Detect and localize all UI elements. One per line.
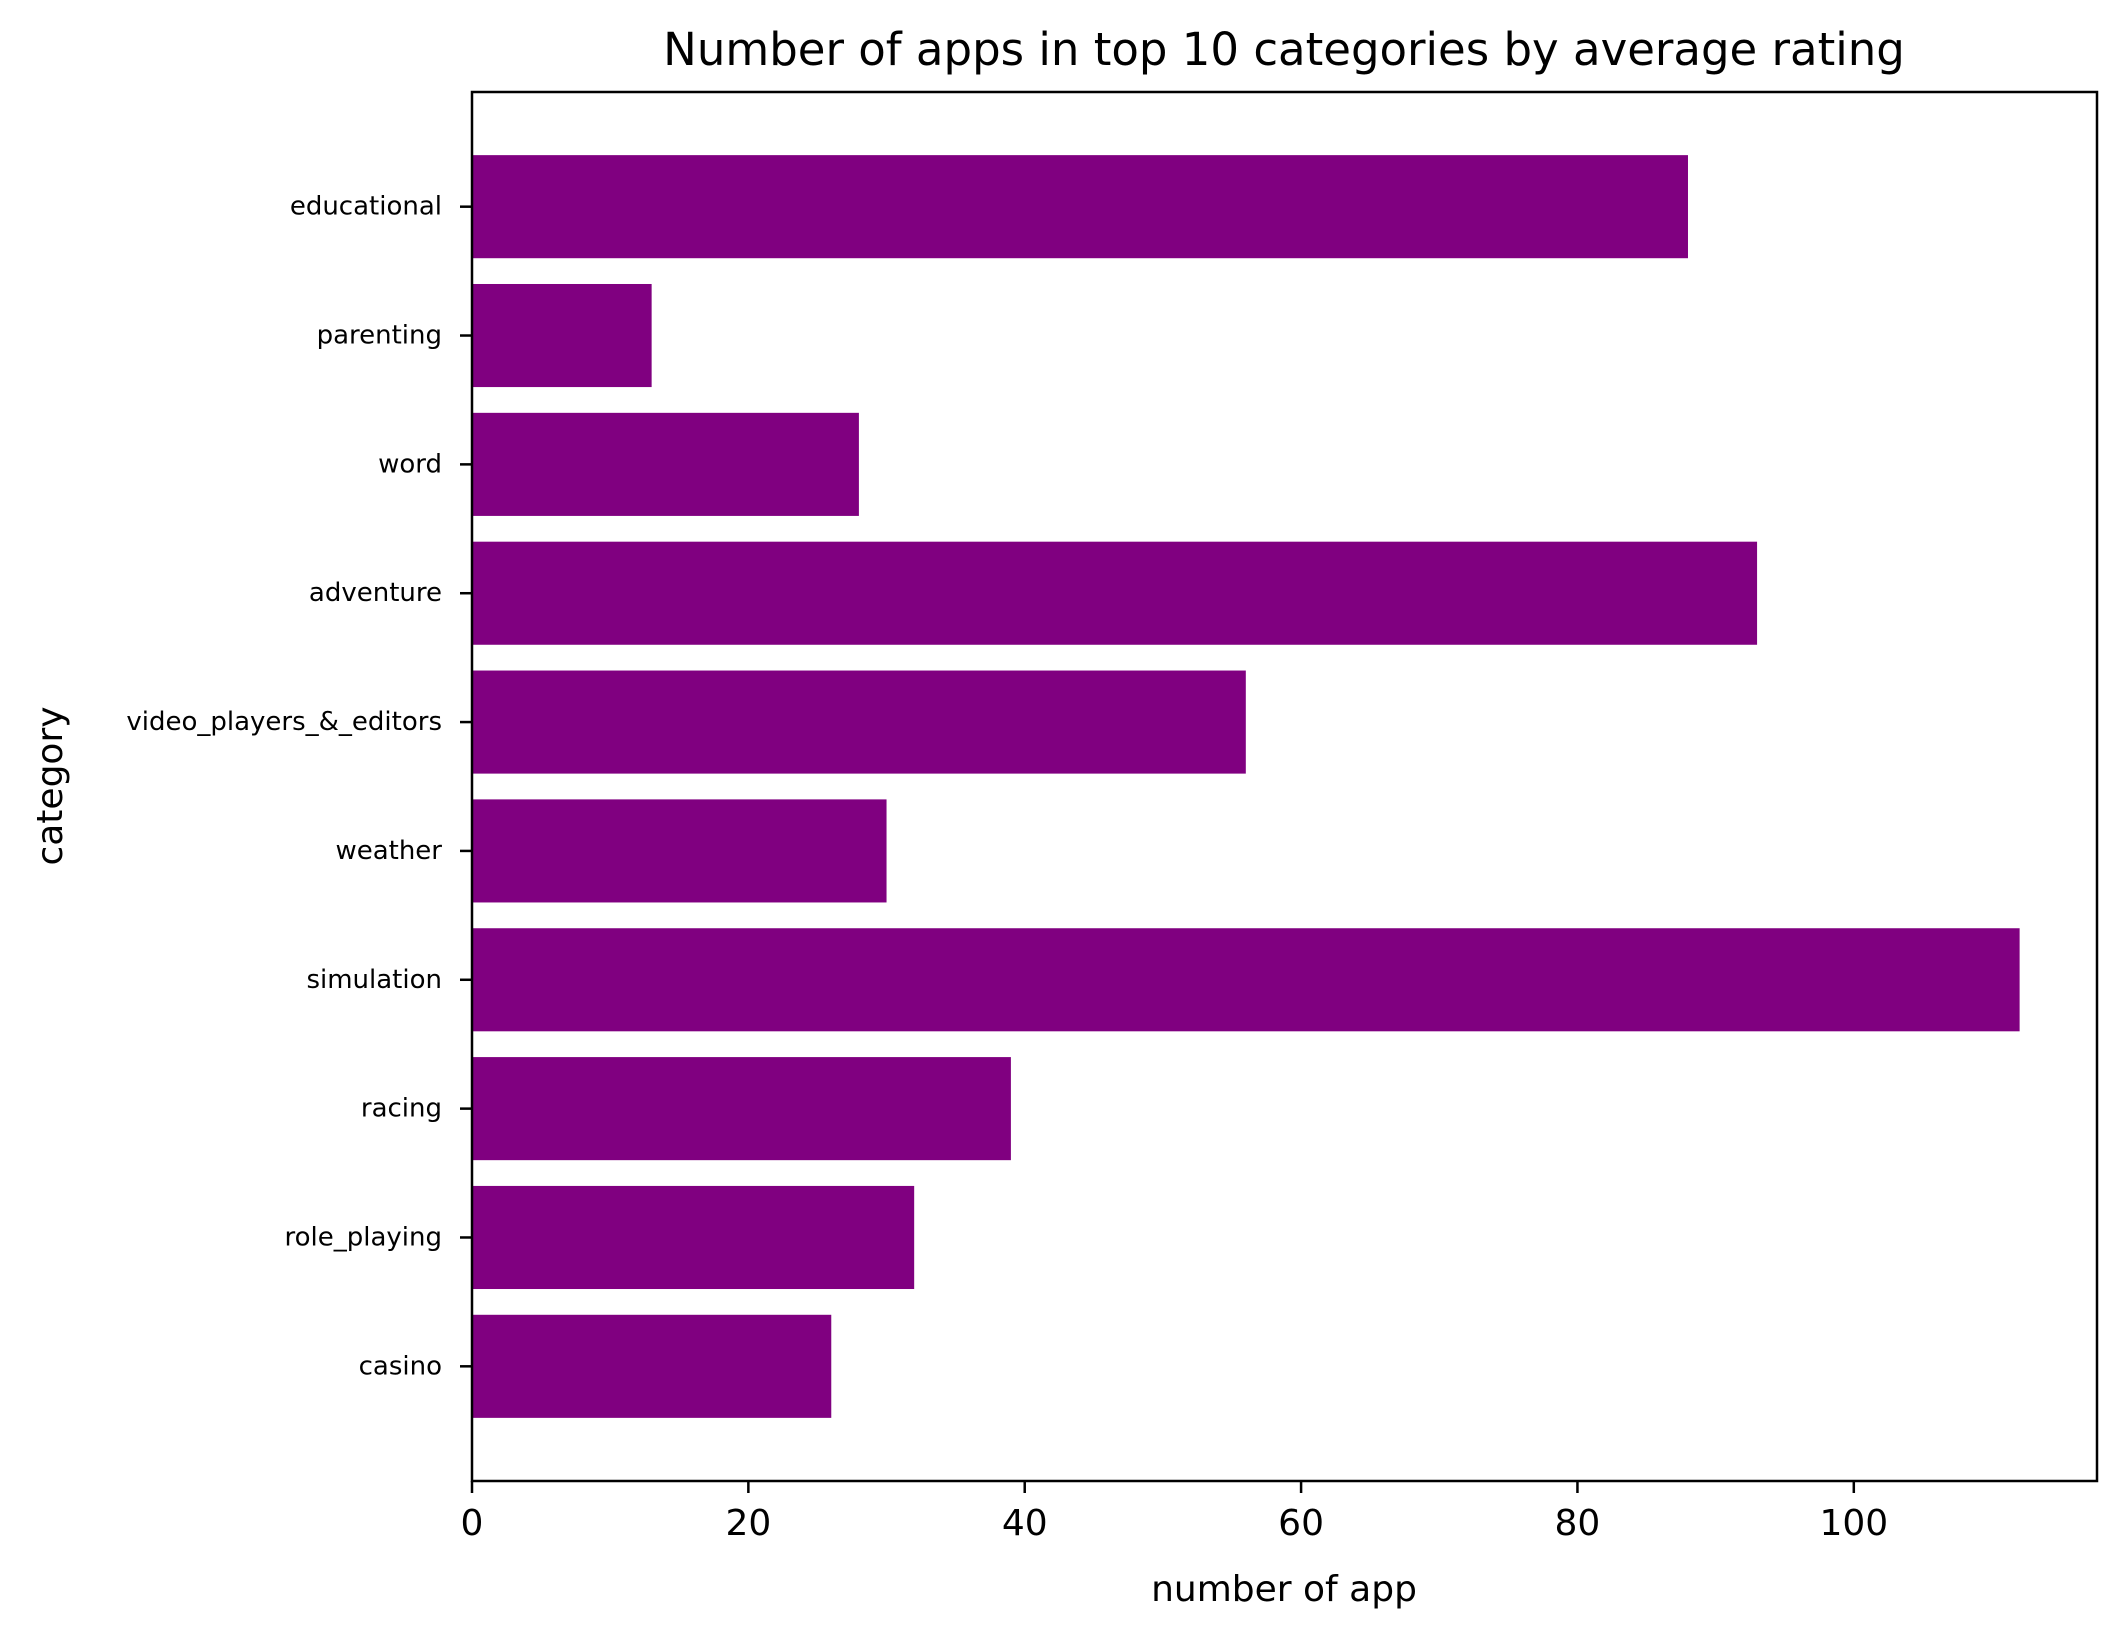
bar-racing	[472, 1057, 1011, 1161]
bar-educational	[472, 155, 1688, 259]
y-tick-label: video_players_&_editors	[126, 707, 442, 737]
plot-frame	[470, 90, 2099, 1483]
y-tick-label: role_playing	[285, 1222, 443, 1252]
x-tick-label: 0	[461, 1503, 484, 1544]
y-tick-label: word	[378, 449, 442, 479]
x-tick-label: 40	[1002, 1503, 1048, 1544]
bars-group	[472, 155, 2020, 1418]
bar-role_playing	[472, 1185, 915, 1290]
y-tick-label: simulation	[306, 965, 442, 995]
x-axis-ticks: 0 20 40 60 80 100	[461, 1481, 1888, 1544]
bar-video_players_&_editors	[472, 670, 1246, 774]
x-tick-label: 80	[1555, 1503, 1601, 1544]
y-tick-label: adventure	[309, 578, 442, 608]
bar-word	[472, 412, 859, 516]
x-tick-label: 20	[725, 1503, 771, 1544]
bar-casino	[472, 1314, 832, 1418]
y-tick-label: parenting	[317, 321, 442, 351]
bar-parenting	[472, 283, 652, 388]
x-tick-label: 100	[1819, 1503, 1888, 1544]
y-axis-label: category	[30, 706, 71, 865]
x-axis-label: number of app	[1151, 1569, 1417, 1610]
x-tick-label: 60	[1278, 1503, 1324, 1544]
y-axis-ticks: casino role_playing racing simulation weathe…	[126, 192, 472, 1381]
bar-weather	[472, 799, 887, 903]
bar-simulation	[472, 928, 2020, 1032]
bar-adventure	[472, 541, 1758, 645]
y-tick-label: weather	[335, 836, 442, 866]
y-tick-label: casino	[359, 1351, 442, 1381]
y-tick-label: educational	[290, 192, 442, 222]
chart-title: Number of apps in top 10 categories by a…	[663, 23, 1905, 76]
y-tick-label: racing	[361, 1094, 442, 1124]
